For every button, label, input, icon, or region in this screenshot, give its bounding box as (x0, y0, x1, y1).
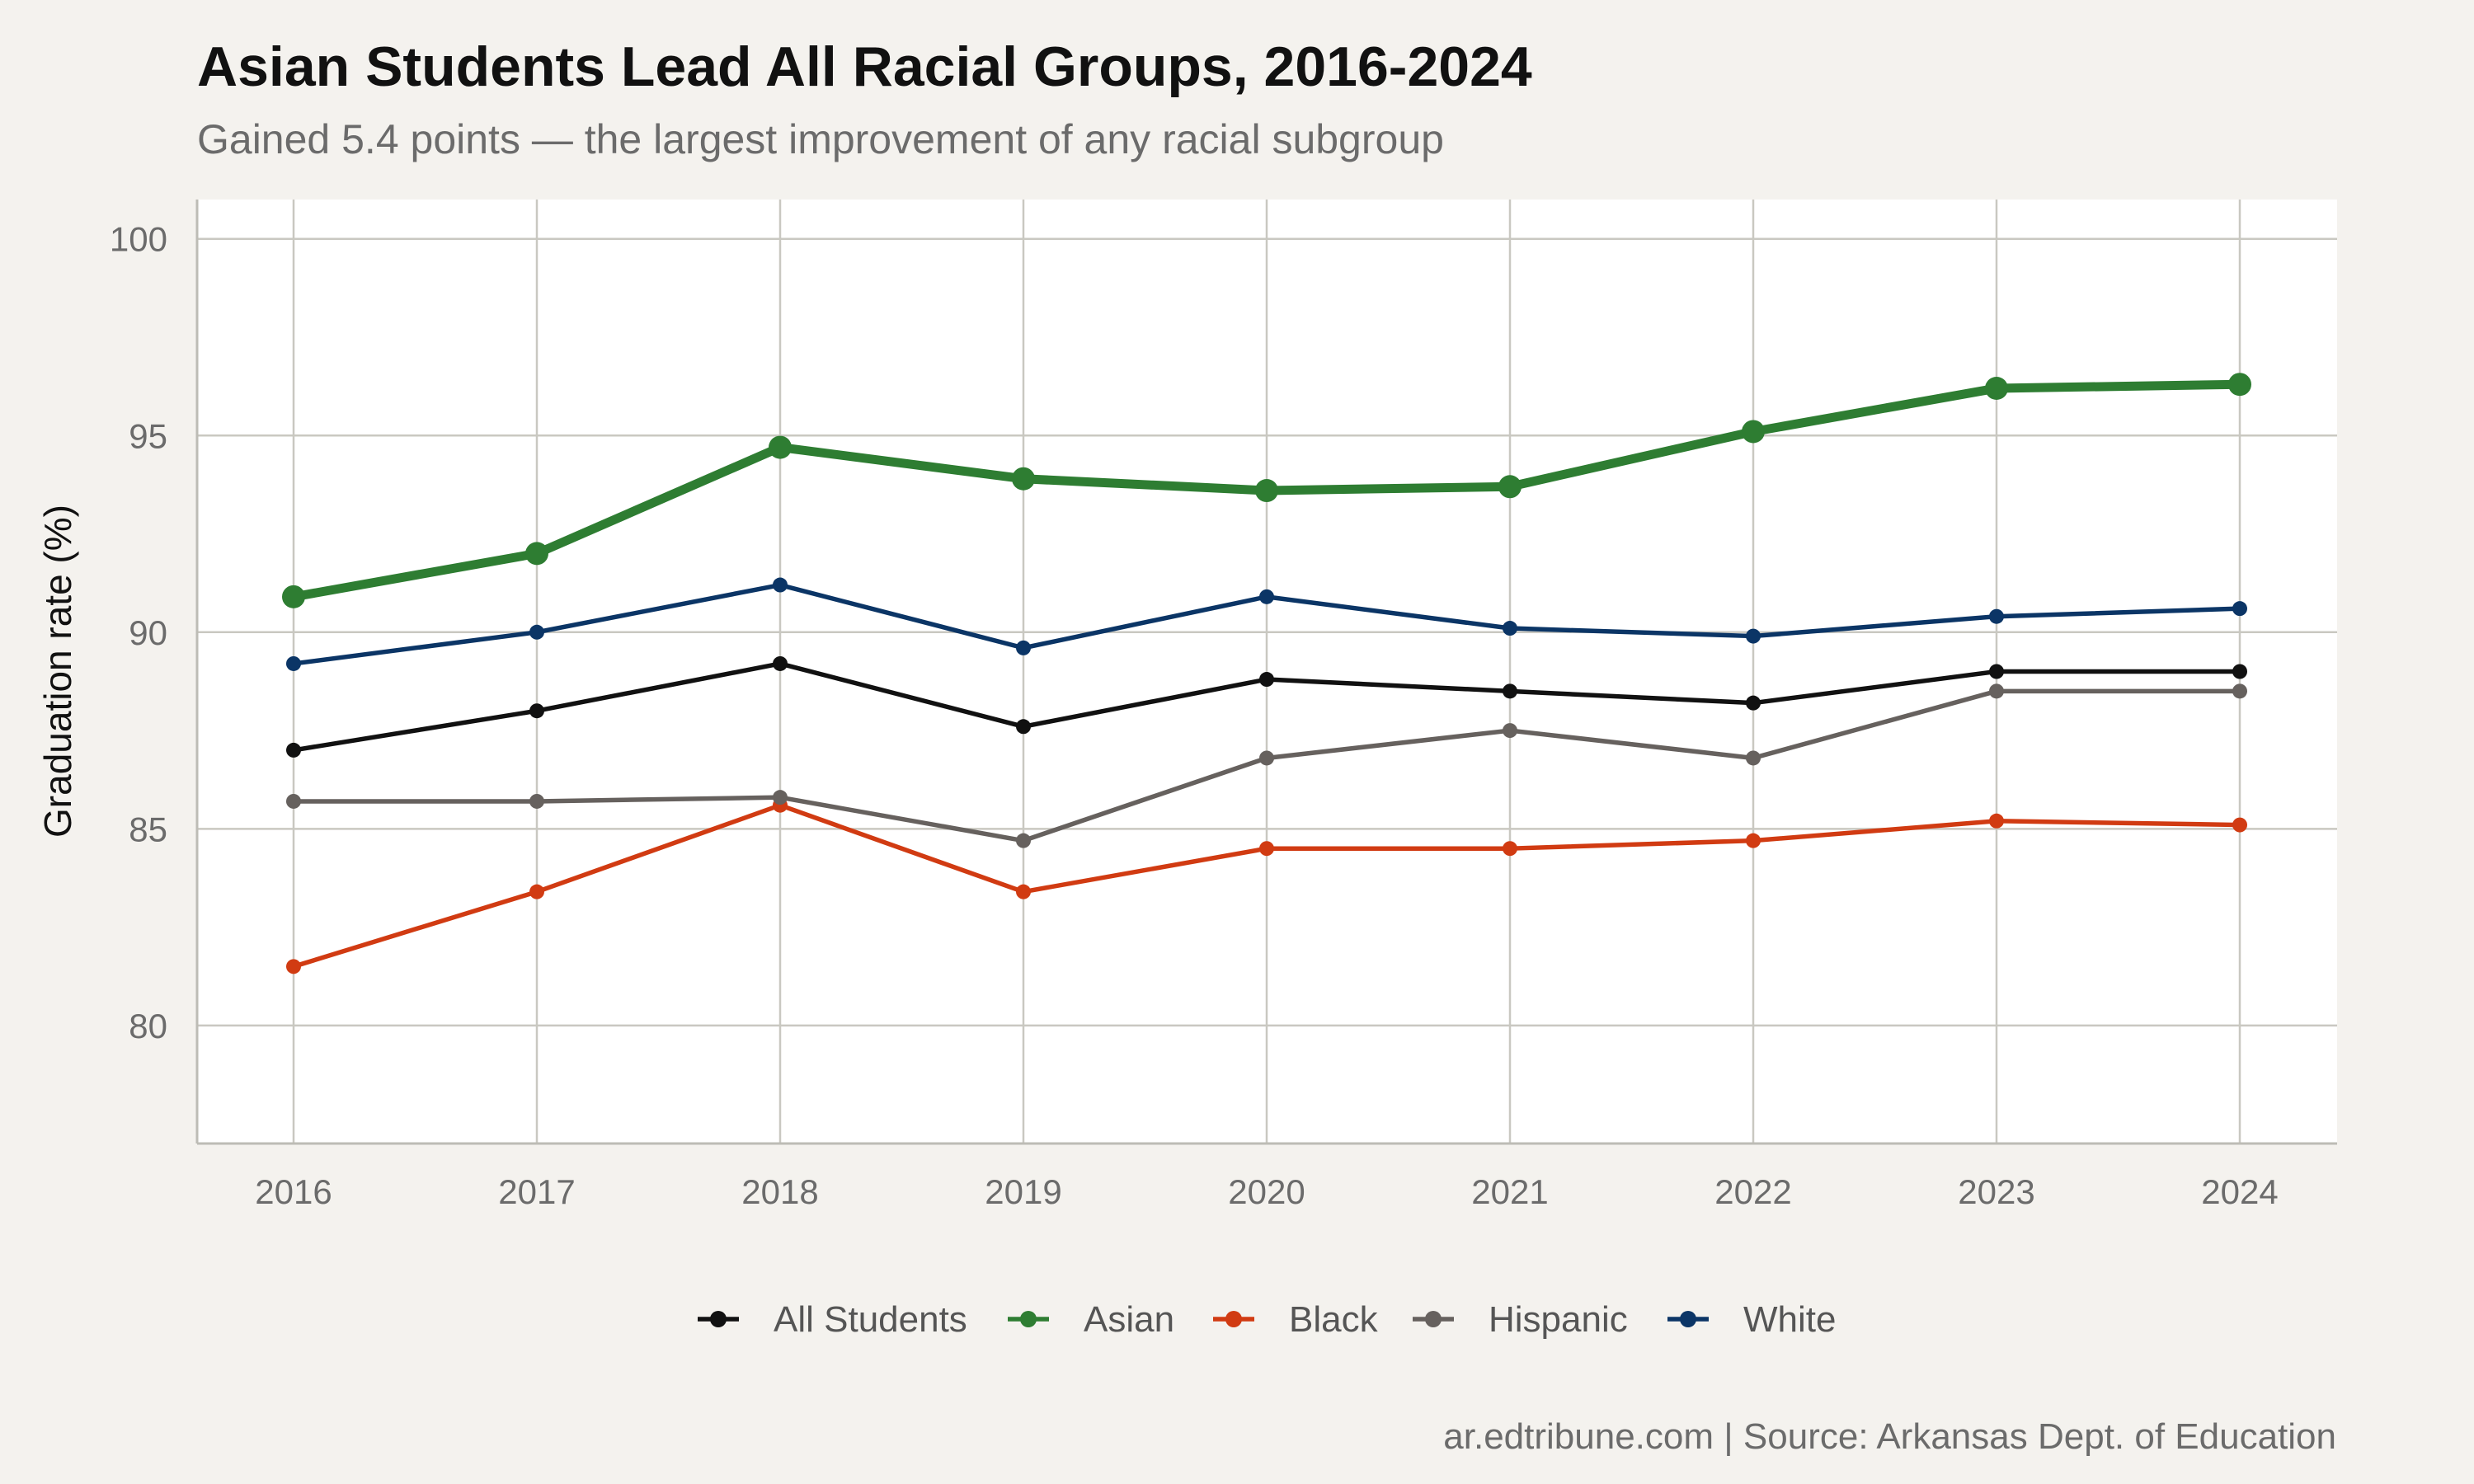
data-point-white (1259, 589, 1274, 604)
tick-labels: 80 85 90 95 100 2016 2017 2018 2019 2020 2021 2022 2… (110, 220, 2279, 1211)
legend-item-white: White (1667, 1299, 1836, 1340)
legend-key-point (1425, 1311, 1442, 1327)
y-tick-label: 85 (129, 810, 167, 848)
x-tick-label: 2016 (255, 1172, 332, 1211)
y-tick-label: 95 (129, 416, 167, 455)
x-tick-label: 2017 (498, 1172, 575, 1211)
legend: All Students Asian Black Hispanic White (698, 1299, 1836, 1340)
series-all-students (286, 655, 2247, 758)
data-point-asian (1742, 420, 1765, 444)
series-hispanic (286, 683, 2247, 848)
legend-item-hispanic: Hispanic (1413, 1299, 1628, 1340)
data-point-all-students (286, 742, 301, 758)
chart-caption: ar.edtribune.com | Source: Arkansas Dept… (1443, 1416, 2336, 1457)
legend-item-asian: Asian (1008, 1299, 1174, 1340)
data-point-hispanic (286, 793, 301, 809)
data-point-hispanic (1503, 723, 1517, 739)
data-point-hispanic (529, 793, 544, 809)
data-point-white (1989, 608, 2004, 624)
data-point-all-students (773, 655, 788, 671)
data-point-white (529, 624, 544, 640)
data-point-black (1746, 833, 1761, 848)
data-point-all-students (1016, 719, 1031, 735)
data-point-asian (769, 435, 792, 459)
legend-key-point (710, 1311, 727, 1327)
legend-label: Black (1289, 1299, 1379, 1340)
data-point-asian (1255, 479, 1278, 503)
data-point-black (1259, 841, 1274, 857)
legend-key-point (1680, 1311, 1696, 1327)
data-point-all-students (2232, 664, 2247, 679)
data-point-all-students (1259, 672, 1274, 688)
gridlines (197, 200, 2337, 1144)
data-point-asian (525, 542, 548, 566)
data-point-white (1746, 628, 1761, 644)
x-tick-label: 2020 (1228, 1172, 1305, 1211)
chart-subtitle: Gained 5.4 points — the largest improvem… (197, 116, 1444, 162)
data-point-white (1016, 640, 1031, 655)
data-point-all-students (529, 703, 544, 719)
series-lines (282, 373, 2251, 974)
data-point-black (529, 884, 544, 899)
data-point-asian (1012, 467, 1035, 491)
data-point-white (2232, 601, 2247, 617)
series-white (286, 577, 2247, 671)
data-point-hispanic (1989, 683, 2004, 699)
x-tick-label: 2019 (985, 1172, 1061, 1211)
y-tick-label: 90 (129, 613, 167, 652)
legend-item-all-students: All Students (698, 1299, 967, 1340)
y-axis-title: Graduation rate (%) (36, 505, 79, 838)
data-point-all-students (1989, 664, 2004, 679)
x-tick-label: 2023 (1958, 1172, 2034, 1211)
chart-title: Asian Students Lead All Racial Groups, 2… (197, 35, 1532, 98)
series-black (286, 797, 2247, 974)
data-point-all-students (1746, 695, 1761, 711)
data-point-asian (1985, 377, 2008, 400)
data-point-white (1503, 621, 1517, 636)
legend-label: White (1743, 1299, 1836, 1340)
data-point-white (286, 655, 301, 671)
data-point-black (1503, 841, 1517, 857)
legend-item-black: Black (1213, 1299, 1379, 1340)
legend-key-point (1225, 1311, 1242, 1327)
x-tick-label: 2018 (741, 1172, 818, 1211)
data-point-all-students (1503, 683, 1517, 699)
legend-label: All Students (774, 1299, 967, 1340)
data-point-hispanic (773, 790, 788, 805)
data-point-black (2232, 817, 2247, 833)
legend-key-point (1020, 1311, 1037, 1327)
data-point-asian (1498, 475, 1522, 499)
data-point-black (1016, 884, 1031, 899)
data-point-hispanic (1016, 833, 1031, 848)
data-point-black (1989, 813, 2004, 829)
x-tick-label: 2022 (1714, 1172, 1791, 1211)
data-point-hispanic (1259, 750, 1274, 766)
series-asian (282, 373, 2251, 608)
x-tick-label: 2021 (1471, 1172, 1548, 1211)
data-point-asian (282, 585, 305, 608)
legend-label: Hispanic (1489, 1299, 1628, 1340)
x-tick-label: 2024 (2201, 1172, 2278, 1211)
y-tick-label: 100 (110, 220, 167, 259)
data-point-white (773, 577, 788, 593)
data-point-hispanic (2232, 683, 2247, 699)
legend-label: Asian (1084, 1299, 1174, 1340)
y-tick-label: 80 (129, 1007, 167, 1045)
data-point-asian (2228, 373, 2251, 397)
data-point-black (286, 959, 301, 974)
data-point-hispanic (1746, 750, 1761, 766)
